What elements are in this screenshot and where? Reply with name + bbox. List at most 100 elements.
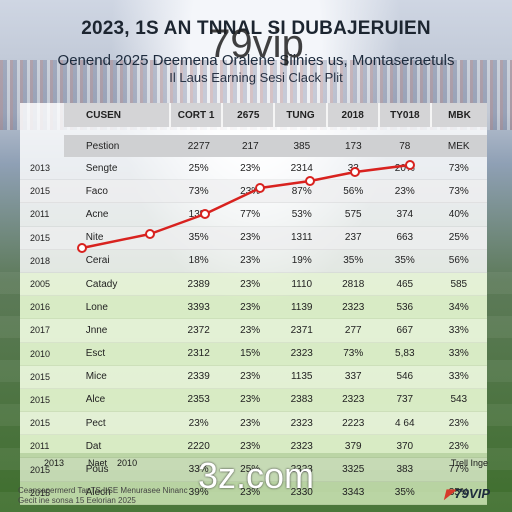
table-cell: 546: [396, 371, 414, 383]
footer-line: Gecit ine sonsa 15 Eelorian 2025: [18, 496, 136, 505]
table-cell: 2339: [187, 371, 210, 383]
axis-label: 2010: [117, 458, 138, 468]
trend-line: [81, 163, 411, 250]
col-header: CORT 1: [171, 103, 224, 127]
trend-point: [350, 167, 360, 177]
table-cell: 33%: [188, 464, 209, 476]
table-cell: 2016: [30, 302, 51, 313]
table-cell: 35%: [188, 232, 209, 244]
table-cell: 2015: [30, 394, 51, 405]
table-cell: 383: [396, 464, 414, 476]
table-cell: 40%: [448, 208, 469, 220]
table-subheader: Pestion 2277 217 385 173 78 MEK: [64, 135, 487, 157]
table-cell: 374: [396, 208, 414, 220]
table-cell: 3325: [342, 464, 365, 476]
table-cell: 2223: [342, 417, 365, 429]
table-cell: 337: [344, 371, 362, 383]
table-cell: Nite: [85, 232, 104, 244]
table-row: 2011 Dat 2220 23% 2323 379 370 23%: [20, 435, 487, 459]
table-cell: 465: [396, 278, 414, 290]
page-title: 2023, 1S AN TNNAL SI DUBAJERUIEN: [81, 18, 431, 39]
table-cell: 1110: [291, 278, 313, 290]
watermark-top: 79vip: [208, 22, 304, 66]
table-cell: 4 64: [395, 417, 415, 429]
col-header: TUNG: [275, 103, 328, 127]
table-cell: 23%: [240, 487, 261, 499]
table-cell: 663: [396, 232, 414, 244]
subheader-cell: 173: [344, 140, 362, 152]
trend-point: [145, 229, 155, 239]
table-cell: 56%: [343, 185, 364, 197]
table-cell: 667: [396, 324, 414, 336]
table-cell: 2323: [342, 301, 365, 313]
page-subtitle-2: Il Laus Earning Sesi Clack Plit: [169, 70, 343, 85]
table-cell: Alce: [85, 394, 106, 406]
table-cell: 5,83: [395, 348, 415, 360]
table-row: 2015 Alech 39% 23% 2330 3343 35% 35%: [20, 481, 487, 505]
table-cell: 2353: [187, 394, 210, 406]
table-cell: 35%: [448, 487, 469, 499]
table-cell: 237: [344, 232, 362, 244]
table-cell: 1139: [290, 301, 313, 313]
table-cell: 2323: [342, 394, 365, 406]
table-cell: Alech: [85, 487, 111, 499]
table-cell: 543: [450, 394, 468, 406]
table-row: 2005 Catady 2389 23% 1110 2818 465 585: [20, 272, 487, 297]
table-cell: Cerai: [85, 255, 110, 267]
table-row: 2011 Acne 13% 77% 53% 575 374 40%: [20, 203, 487, 227]
table-cell: 737: [396, 394, 414, 406]
table-cell: 73%: [188, 185, 209, 197]
table-cell: 19%: [291, 255, 312, 267]
table-cell: 2312: [187, 348, 210, 360]
table-cell: Mice: [85, 371, 107, 383]
table-cell: 2371: [290, 324, 313, 336]
table-cell: 2011: [30, 209, 50, 220]
table-cell: 23%: [394, 185, 415, 197]
table-cell: Pect: [85, 417, 106, 429]
table-cell: 2314: [290, 162, 313, 174]
table-cell: 73%: [343, 348, 364, 360]
trend-point: [77, 243, 87, 253]
table-cell: 2323: [290, 417, 313, 429]
table-cell: 2017: [30, 325, 51, 336]
table-cell: 18%: [188, 255, 209, 267]
table-cell: Faco: [85, 185, 108, 197]
table-cell: 2015: [30, 464, 51, 475]
table-cell: 2010: [30, 348, 51, 359]
trend-point: [305, 176, 315, 186]
table-cell: 23%: [240, 232, 261, 244]
table-cell: 2220: [187, 440, 210, 452]
table-cell: Dat: [85, 440, 102, 452]
table-cell: 35%: [394, 255, 415, 267]
table-cell: 33%: [448, 371, 469, 383]
brand-logo: ◤79VIP: [445, 486, 490, 502]
table-row: 2017 Jnne 2372 23% 2371 277 667 33%: [20, 319, 487, 343]
table-cell: 23%: [240, 278, 261, 290]
footer-right-label: Trell Inge: [450, 458, 488, 468]
table-cell: 2372: [187, 324, 210, 336]
logo-mark-icon: ◤: [444, 486, 455, 501]
table-cell: Pous: [85, 464, 109, 476]
table-cell: 73%: [448, 185, 469, 197]
col-header: MBK: [448, 109, 471, 121]
table-cell: 33%: [448, 348, 469, 360]
table-cell: Jnne: [85, 324, 108, 336]
col-header: CUSEN: [64, 103, 172, 127]
table-cell: Lone: [85, 301, 108, 313]
table-cell: 15%: [240, 348, 261, 360]
subheader-cell: 2277: [187, 140, 210, 152]
table-cell: 575: [344, 208, 362, 220]
table-cell: 2015: [30, 232, 51, 243]
table-cell: 2383: [290, 394, 313, 406]
table-cell: 1311: [290, 232, 313, 244]
table-cell: 23%: [240, 417, 261, 429]
subheader-cell: 385: [293, 140, 311, 152]
table-cell: 23%: [240, 255, 261, 267]
trend-point: [405, 160, 415, 170]
footer-text: Ceansapermerd Tar TS LSE Menurasee Ninan…: [18, 486, 188, 506]
table-cell: 56%: [448, 255, 469, 267]
footer-line: Ceansapermerd Tar TS LSE Menurasee Ninan…: [18, 486, 188, 495]
table-cell: 370: [396, 440, 414, 452]
table-cell: 2323: [290, 464, 313, 476]
